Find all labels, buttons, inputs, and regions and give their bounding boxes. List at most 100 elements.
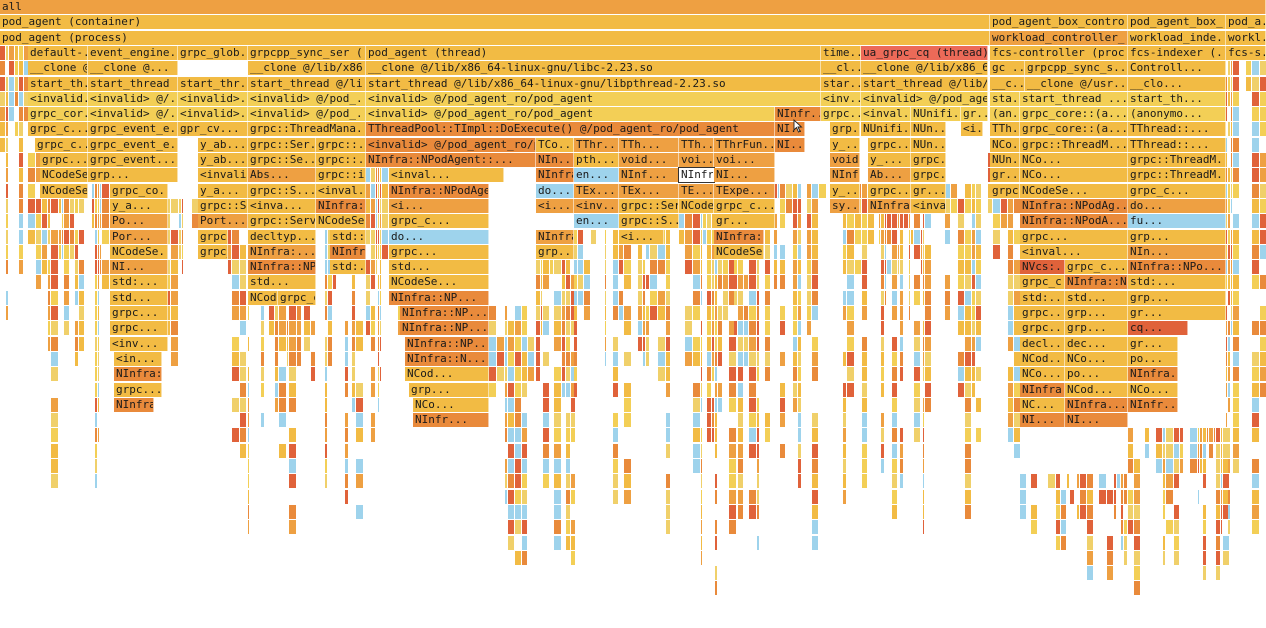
stack-frame[interactable]: <invalid... bbox=[28, 91, 88, 106]
stack-frame[interactable]: grpc_co... bbox=[110, 183, 168, 198]
stack-frame[interactable]: <inval... bbox=[389, 168, 504, 183]
stack-frame[interactable]: <in... bbox=[114, 351, 162, 366]
stack-frame[interactable]: Por... bbox=[110, 229, 168, 244]
stack-frame[interactable]: y_a... bbox=[110, 198, 168, 213]
stack-frame[interactable]: grpc_event_e... bbox=[88, 137, 178, 152]
stack-frame[interactable]: grpc... bbox=[40, 153, 88, 167]
stack-frame[interactable]: NInfra::NP... bbox=[405, 336, 489, 351]
stack-frame[interactable]: start_th... bbox=[28, 76, 88, 91]
stack-frame[interactable]: start_thread @/lib/x86_64-linux-gnu/libp… bbox=[366, 76, 821, 91]
stack-frame[interactable]: <inv... bbox=[110, 336, 168, 351]
stack-frame[interactable]: <inv... bbox=[821, 91, 861, 106]
stack-frame[interactable]: <inval... bbox=[316, 183, 366, 198]
stack-frame[interactable]: NCodeS... bbox=[248, 290, 278, 305]
stack-frame[interactable]: NInfra::NP... bbox=[389, 290, 489, 305]
stack-frame[interactable]: dec... bbox=[1065, 336, 1128, 351]
stack-frame[interactable]: NCo... bbox=[1020, 168, 1128, 183]
stack-frame[interactable]: NCo... bbox=[1065, 351, 1128, 366]
stack-frame[interactable]: start_thread @/li... bbox=[248, 76, 366, 91]
stack-frame[interactable]: <i... bbox=[961, 122, 983, 137]
stack-frame[interactable]: <invalid>... bbox=[178, 107, 248, 122]
stack-frame[interactable]: grpcpp_sync_ser (... bbox=[248, 45, 366, 60]
stack-frame[interactable]: do... bbox=[536, 183, 574, 198]
stack-frame[interactable]: NInfra:... bbox=[248, 244, 316, 259]
stack-frame[interactable]: time... bbox=[821, 45, 861, 60]
stack-frame[interactable]: NInfra::NP... bbox=[400, 321, 489, 336]
stack-frame[interactable]: Ab... bbox=[868, 168, 911, 183]
stack-frame[interactable]: grpc::Serv... bbox=[198, 229, 228, 244]
stack-frame[interactable]: pod_agent_box_contro... bbox=[990, 15, 1128, 30]
stack-frame[interactable]: __c... bbox=[990, 76, 1025, 91]
stack-frame[interactable]: TEx... bbox=[619, 183, 679, 198]
stack-frame[interactable]: grpc... bbox=[868, 137, 911, 152]
stack-frame[interactable]: NInfr bbox=[678, 167, 715, 184]
stack-frame[interactable]: fcs-s... bbox=[1226, 45, 1266, 60]
stack-frame[interactable]: NCodeSe... bbox=[389, 275, 489, 290]
stack-frame[interactable]: NUnifi... bbox=[911, 107, 961, 122]
stack-frame[interactable]: __clo... bbox=[1128, 76, 1226, 91]
stack-frame[interactable]: <inv... bbox=[574, 198, 619, 213]
stack-frame[interactable]: grpc_c... bbox=[1128, 183, 1226, 198]
stack-frame[interactable]: std... bbox=[110, 290, 168, 305]
stack-frame[interactable]: pod_agent (container) bbox=[0, 15, 990, 30]
stack-frame[interactable]: gr... bbox=[1128, 306, 1226, 320]
stack-frame[interactable]: fu... bbox=[1128, 214, 1226, 229]
stack-frame[interactable]: grpc_c... bbox=[1065, 260, 1128, 275]
stack-frame[interactable]: NInfra... bbox=[1020, 382, 1065, 397]
stack-frame[interactable]: grpc_c... bbox=[278, 290, 316, 305]
stack-frame[interactable]: grpc... bbox=[1020, 229, 1128, 244]
stack-frame[interactable]: __cl... bbox=[821, 61, 861, 76]
stack-frame[interactable]: grpcpp_sync_s... bbox=[1025, 61, 1128, 76]
stack-frame[interactable]: grpc_cor... bbox=[28, 107, 88, 122]
stack-frame[interactable]: workl... bbox=[1226, 30, 1266, 45]
stack-frame[interactable]: gr... bbox=[990, 168, 1020, 183]
stack-frame[interactable]: NInfra::NPodAge... bbox=[389, 183, 489, 198]
stack-frame[interactable]: start_thread ... bbox=[88, 76, 178, 91]
stack-frame[interactable]: __clone @/li... bbox=[28, 61, 88, 76]
stack-frame[interactable]: std:... bbox=[110, 275, 168, 290]
stack-frame[interactable]: pth... bbox=[574, 153, 619, 167]
stack-frame[interactable]: NIn... bbox=[1128, 244, 1226, 259]
stack-frame[interactable]: do... bbox=[1128, 198, 1226, 213]
stack-frame[interactable]: grpc::S... bbox=[248, 183, 316, 198]
stack-frame[interactable]: __clone @/lib/x86_64-linux-gnu/libc-2.23… bbox=[366, 61, 821, 76]
stack-frame[interactable]: NI... bbox=[1020, 413, 1065, 428]
stack-frame[interactable]: grpc::ThreadMana... bbox=[248, 122, 366, 137]
stack-frame[interactable]: NI... bbox=[714, 168, 775, 183]
stack-frame[interactable]: grpc::Serv... bbox=[990, 183, 1020, 198]
stack-frame[interactable]: y_... bbox=[830, 183, 860, 198]
stack-frame[interactable]: decltyp... bbox=[248, 229, 316, 244]
stack-frame[interactable]: grp... bbox=[1128, 229, 1226, 244]
stack-frame[interactable]: TTh... bbox=[679, 137, 714, 152]
stack-frame[interactable]: TTh... bbox=[990, 122, 1020, 137]
stack-frame[interactable]: grp... bbox=[830, 122, 860, 137]
stack-frame[interactable]: po... bbox=[1065, 367, 1128, 382]
stack-frame[interactable]: NInfra::NPodAge... bbox=[536, 168, 574, 183]
stack-frame[interactable]: NInfra::N... bbox=[114, 367, 162, 382]
stack-frame[interactable]: grpc::ThreadM... bbox=[1128, 168, 1226, 183]
stack-frame[interactable]: grpc::Serv... bbox=[248, 214, 316, 229]
stack-frame[interactable]: grpc... bbox=[911, 153, 946, 167]
stack-frame[interactable]: grpc... bbox=[1020, 321, 1065, 336]
stack-frame[interactable]: std... bbox=[389, 260, 489, 275]
stack-frame[interactable]: <invalid> @/pod_... bbox=[248, 91, 366, 106]
stack-frame[interactable]: NInfra:... bbox=[868, 198, 911, 213]
stack-frame[interactable]: gr... bbox=[911, 183, 946, 198]
stack-frame[interactable]: pod_a... bbox=[1226, 15, 1266, 30]
stack-frame[interactable]: NInfra... bbox=[830, 168, 860, 183]
stack-frame[interactable]: NCodeSea... bbox=[40, 168, 88, 183]
stack-frame[interactable]: void... bbox=[619, 153, 679, 167]
stack-frame[interactable]: NInfra::NPo... bbox=[1065, 275, 1128, 290]
stack-frame[interactable]: y_a... bbox=[198, 183, 248, 198]
stack-frame[interactable]: en... bbox=[574, 168, 619, 183]
stack-frame[interactable]: NCodeSe... bbox=[110, 244, 168, 259]
stack-frame[interactable]: NInfra::NPodAgent::... bbox=[366, 153, 536, 167]
stack-frame[interactable]: std::... bbox=[330, 229, 366, 244]
stack-frame[interactable]: <invalid> @/pod_... bbox=[248, 107, 366, 122]
stack-frame[interactable]: grpc... bbox=[110, 321, 168, 336]
stack-frame[interactable]: grpc... bbox=[114, 382, 162, 397]
stack-frame[interactable]: workload_controller_... bbox=[990, 30, 1128, 45]
stack-frame[interactable]: gpr_cv... bbox=[178, 122, 248, 137]
stack-frame[interactable]: NCo... bbox=[1020, 367, 1065, 382]
stack-frame[interactable]: NInfra::N... bbox=[405, 351, 489, 366]
